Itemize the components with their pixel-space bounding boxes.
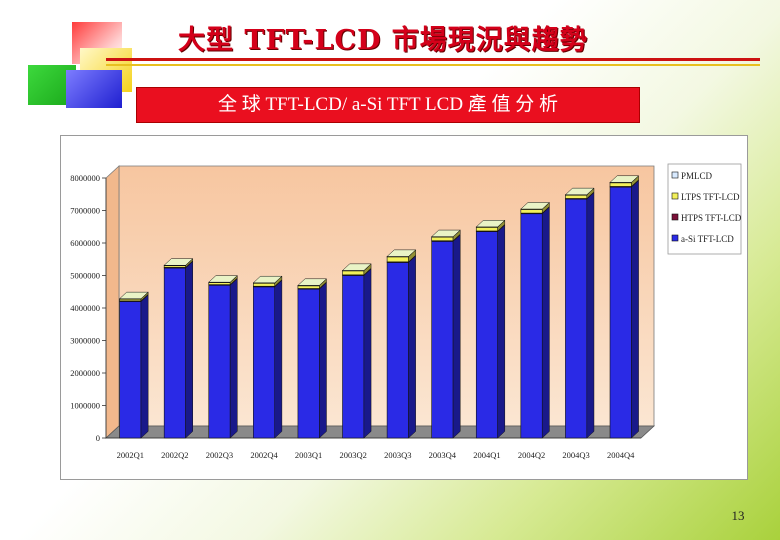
- y-tick-label: 4000000: [70, 303, 100, 313]
- x-tick-label: 2004Q1: [473, 450, 500, 460]
- bar-2003Q4-a-si-tft-lcd-side: [452, 234, 461, 439]
- bar-top-2002Q3: [208, 275, 238, 283]
- bar-top-2002Q1: [118, 291, 149, 299]
- bar-2003Q1-a-si-tft-lcd: [297, 288, 320, 439]
- bar-2004Q2-a-si-tft-lcd-side: [541, 206, 550, 439]
- bar-2003Q4-a-si-tft-lcd: [431, 241, 454, 439]
- x-tick-label: 2003Q1: [295, 450, 322, 460]
- legend-swatch: [671, 171, 679, 179]
- page-number: 13: [731, 508, 745, 523]
- bar-top-2004Q1: [475, 220, 506, 228]
- chart-subtitle: 全 球 TFT-LCD/ a-Si TFT LCD 產 值 分 析: [136, 87, 640, 123]
- decor-square-blue: [66, 70, 122, 108]
- legend-swatch: [671, 213, 679, 221]
- bar-2002Q1-a-si-tft-lcd: [119, 301, 142, 439]
- y-tick-label: 0: [96, 433, 100, 443]
- bar-2003Q3-a-si-tft-lcd: [386, 262, 409, 439]
- bar-2003Q1-a-si-tft-lcd-side: [319, 281, 327, 439]
- bar-2004Q2-a-si-tft-lcd: [520, 213, 543, 439]
- legend-label: PMLCD: [681, 171, 713, 181]
- bar-top-2004Q2: [520, 202, 551, 210]
- x-tick-label: 2004Q4: [607, 450, 635, 460]
- bar-top-2002Q2: [163, 258, 194, 266]
- bar-top-2004Q3: [564, 187, 595, 195]
- x-tick-label: 2003Q2: [340, 450, 367, 460]
- bar-top-2004Q4: [609, 175, 640, 183]
- y-tick-label: 6000000: [70, 238, 100, 248]
- bar-top-2003Q4: [431, 229, 461, 237]
- bar-top-2003Q1: [297, 278, 328, 286]
- y-tick-label: 7000000: [70, 206, 100, 216]
- legend-label: HTPS TFT-LCD: [681, 213, 742, 223]
- bar-2002Q3-a-si-tft-lcd: [208, 284, 231, 439]
- x-tick-label: 2002Q1: [117, 450, 144, 460]
- bar-top-2002Q4: [252, 275, 283, 284]
- bar-2002Q2-a-si-tft-lcd-side: [185, 260, 193, 439]
- x-tick-label: 2002Q3: [206, 450, 233, 460]
- bar-2002Q1-a-si-tft-lcd-side: [140, 294, 149, 439]
- bar-2003Q3-ltps-tft-lcd: [386, 256, 409, 263]
- bar-2002Q4-a-si-tft-lcd-side: [274, 279, 283, 439]
- slide-title: 大型 TFT-LCD 市場現況與趨勢: [178, 25, 588, 56]
- bar-2004Q1-a-si-tft-lcd: [475, 231, 498, 439]
- legend-label: a-Si TFT-LCD: [681, 234, 734, 244]
- x-tick-label: 2004Q2: [518, 450, 545, 460]
- y-tick-label: 3000000: [70, 336, 100, 346]
- legend-swatch: [671, 192, 679, 200]
- chart-side-wall: [105, 165, 120, 439]
- y-tick-label: 1000000: [70, 401, 100, 411]
- bar-chart: 0 1000000 2000000 3000000 4000000 5000000 6000…: [70, 163, 742, 460]
- x-tick-label: 2002Q4: [250, 450, 278, 460]
- title-underline-red: [106, 58, 760, 61]
- legend-box: [667, 163, 742, 255]
- bar-top-2003Q3: [386, 249, 417, 257]
- legend-label: LTPS TFT-LCD: [681, 192, 740, 202]
- legend-swatch: [671, 234, 679, 242]
- bar-top-2003Q2: [341, 263, 372, 271]
- bar-2004Q4-a-si-tft-lcd: [609, 186, 632, 439]
- x-tick-label: 2003Q4: [429, 450, 457, 460]
- bar-2004Q4-a-si-tft-lcd-side: [631, 179, 639, 439]
- bar-2004Q3-a-si-tft-lcd: [565, 198, 588, 439]
- x-tick-label: 2003Q3: [384, 450, 411, 460]
- bar-2003Q2-a-si-tft-lcd: [342, 275, 365, 439]
- x-tick-label: 2002Q2: [161, 450, 188, 460]
- bar-2003Q2-a-si-tft-lcd-side: [363, 268, 372, 439]
- x-tick-label: 2004Q3: [562, 450, 589, 460]
- y-tick-label: 5000000: [70, 271, 100, 281]
- bar-2004Q1-a-si-tft-lcd-side: [497, 224, 506, 439]
- y-tick-label: 2000000: [70, 368, 100, 378]
- bar-2002Q4-a-si-tft-lcd: [253, 286, 276, 439]
- bar-2002Q2-a-si-tft-lcd: [163, 267, 186, 439]
- bar-2003Q3-a-si-tft-lcd-side: [408, 255, 416, 439]
- bar-2004Q3-a-si-tft-lcd-side: [586, 191, 595, 439]
- chart-frame: 0 1000000 2000000 3000000 4000000 5000000 6000…: [60, 135, 748, 480]
- title-underline-yellow: [106, 64, 760, 66]
- y-tick-label: 8000000: [70, 173, 100, 183]
- bar-2002Q3-a-si-tft-lcd-side: [229, 278, 238, 439]
